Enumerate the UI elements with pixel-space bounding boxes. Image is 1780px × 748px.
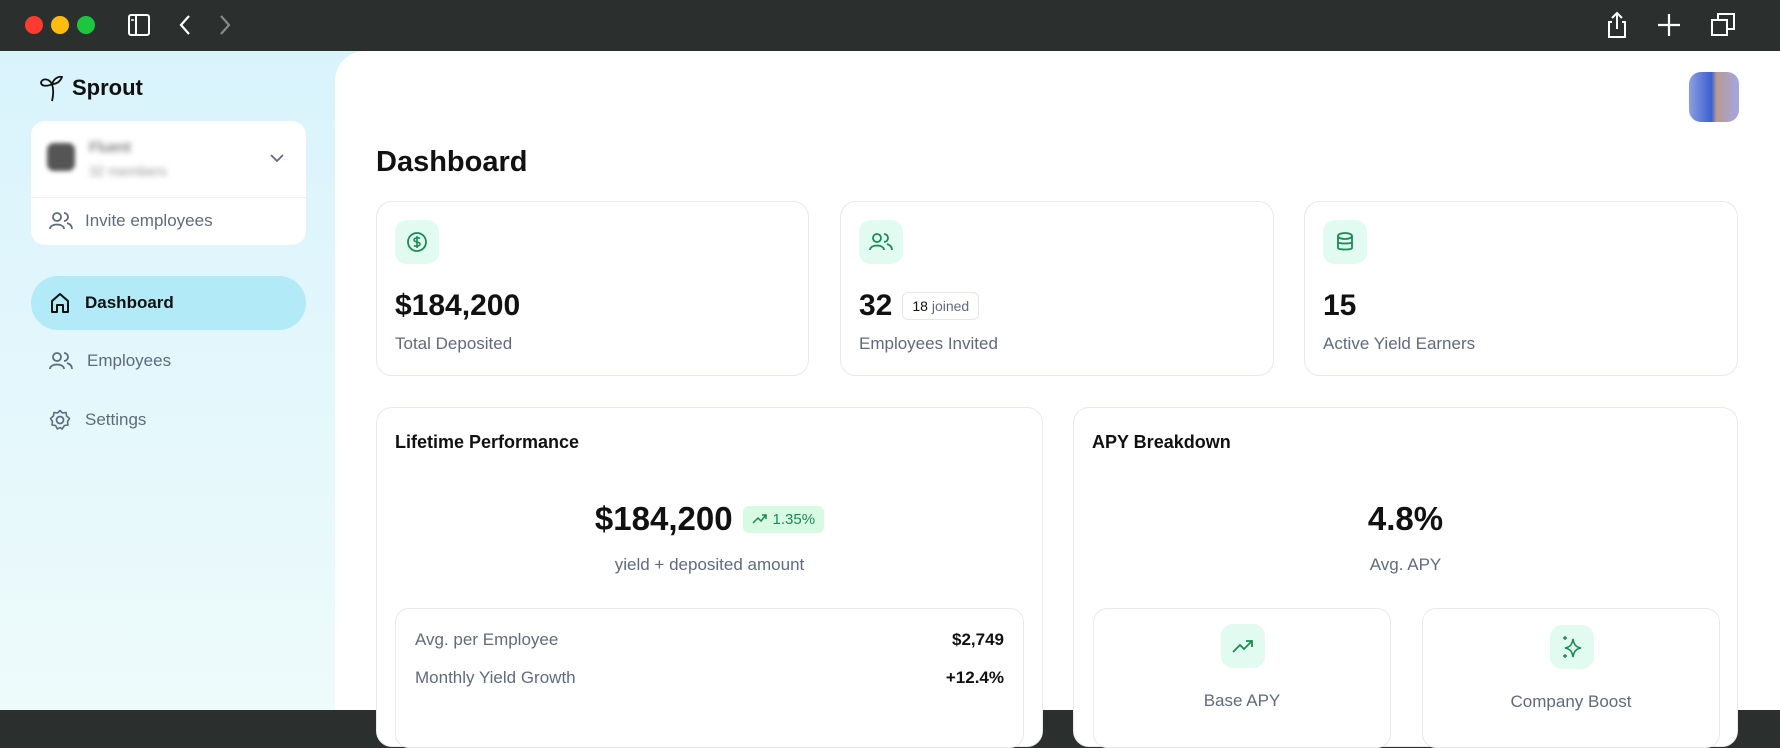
back-icon[interactable] <box>170 10 200 40</box>
detail-row: Monthly Yield Growth +12.4% <box>396 659 1023 697</box>
org-switcher: Fluent 32 members Invite employees <box>31 121 306 245</box>
company-boost-card: Company Boost <box>1422 608 1720 748</box>
sidebar-item-label: Settings <box>85 410 147 429</box>
minimize-window-button[interactable] <box>51 16 69 34</box>
brand-name: Sprout <box>72 75 143 100</box>
stat-value: 32 <box>859 289 893 322</box>
sidebar-item-settings[interactable]: Settings <box>31 393 306 447</box>
home-icon <box>51 293 69 313</box>
apy-subtitle: Avg. APY <box>1369 555 1442 574</box>
base-apy-label: Base APY <box>1203 691 1281 710</box>
card-title: Lifetime Performance <box>395 432 580 452</box>
close-window-button[interactable] <box>25 16 43 34</box>
users-icon <box>859 220 903 264</box>
new-tab-icon[interactable] <box>1654 10 1684 40</box>
lifetime-value: $184,200 <box>594 500 733 537</box>
invite-label: Invite employees <box>85 211 213 230</box>
base-apy-card: Base APY <box>1093 608 1391 748</box>
joined-text: joined <box>931 298 970 314</box>
user-avatar[interactable] <box>1689 72 1739 122</box>
lifetime-subtitle: yield + deposited amount <box>614 555 805 574</box>
tabs-icon[interactable] <box>1708 10 1738 40</box>
row-label: Monthly Yield Growth <box>415 668 576 687</box>
stat-card-employees-invited: 32 18 joined Employees Invited <box>840 201 1274 376</box>
org-dropdown[interactable]: Fluent 32 members <box>31 121 306 198</box>
org-avatar <box>47 143 75 171</box>
database-icon <box>1323 220 1367 264</box>
users-icon <box>49 212 73 230</box>
row-value: +12.4% <box>945 668 1004 687</box>
app: Sprout Fluent 32 members Invite employee… <box>0 51 1780 748</box>
main-content: Dashboard $184,200 Total Deposited 32 18 … <box>335 51 1780 748</box>
invite-employees-button[interactable]: Invite employees <box>31 198 306 244</box>
stat-label: Total Deposited <box>395 334 513 353</box>
chevron-down-icon[interactable] <box>268 149 286 167</box>
trending-up-icon <box>752 514 767 524</box>
sidebar-item-employees[interactable]: Employees <box>31 334 306 388</box>
gear-icon <box>49 409 71 430</box>
change-value: 1.35% <box>772 510 816 528</box>
maximize-window-button[interactable] <box>77 16 95 34</box>
sprout-icon <box>40 75 64 102</box>
users-icon <box>49 352 73 370</box>
apy-breakdown-card: APY Breakdown 4.8% Avg. APY Base APY Com… <box>1073 407 1738 748</box>
browser-titlebar <box>0 0 1780 51</box>
card-title: APY Breakdown <box>1092 432 1231 452</box>
row-label: Avg. per Employee <box>415 630 559 649</box>
sidebar-item-label: Dashboard <box>85 293 174 312</box>
detail-row: Avg. per Employee $2,749 <box>396 621 1023 659</box>
joined-badge: 18 joined <box>902 292 980 320</box>
joined-count: 18 <box>912 298 928 314</box>
org-members: 32 members <box>89 163 167 179</box>
change-badge: 1.35% <box>742 505 825 533</box>
stat-card-total-deposited: $184,200 Total Deposited <box>376 201 809 376</box>
stat-card-active-yield-earners: 15 Active Yield Earners <box>1304 201 1738 376</box>
apy-value: 4.8% <box>1367 500 1444 537</box>
page-title: Dashboard <box>376 146 528 178</box>
stat-value: 15 <box>1323 289 1357 322</box>
company-boost-label: Company Boost <box>1510 692 1632 711</box>
trending-up-icon <box>1221 624 1265 668</box>
sidebar-item-label: Employees <box>87 351 172 370</box>
share-icon[interactable] <box>1602 10 1632 40</box>
stat-value: $184,200 <box>395 289 521 322</box>
org-name: Fluent <box>89 139 131 156</box>
lifetime-details: Avg. per Employee $2,749 Monthly Yield Gr… <box>395 608 1024 748</box>
dollar-icon <box>395 220 439 264</box>
sidebar: Sprout Fluent 32 members Invite employee… <box>0 51 335 710</box>
stat-label: Active Yield Earners <box>1323 334 1476 353</box>
sidebar-item-dashboard[interactable]: Dashboard <box>31 276 306 330</box>
sidebar-toggle-icon[interactable] <box>124 10 154 40</box>
logo[interactable]: Sprout <box>38 73 143 103</box>
lifetime-performance-card: Lifetime Performance $184,200 1.35% yield… <box>376 407 1043 748</box>
sparkles-icon <box>1550 625 1594 669</box>
row-value: $2,749 <box>952 630 1004 649</box>
stat-label: Employees Invited <box>859 334 998 353</box>
forward-icon[interactable] <box>210 10 240 40</box>
